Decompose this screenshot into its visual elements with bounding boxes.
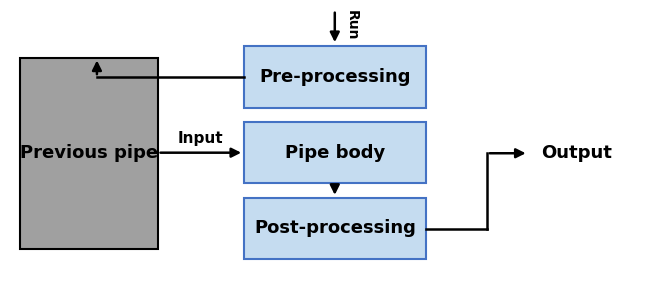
Bar [244,122,426,183]
Text: Run: Run [345,10,359,41]
Text: Post-processing: Post-processing [254,220,416,237]
Text: Pipe body: Pipe body [285,143,385,162]
Text: Pre-processing: Pre-processing [259,68,411,86]
Bar [20,58,157,249]
Text: Input: Input [178,131,223,146]
Text: Previous pipe: Previous pipe [20,144,158,162]
Text: Output: Output [541,144,612,162]
Bar [244,198,426,259]
Bar [244,46,426,108]
